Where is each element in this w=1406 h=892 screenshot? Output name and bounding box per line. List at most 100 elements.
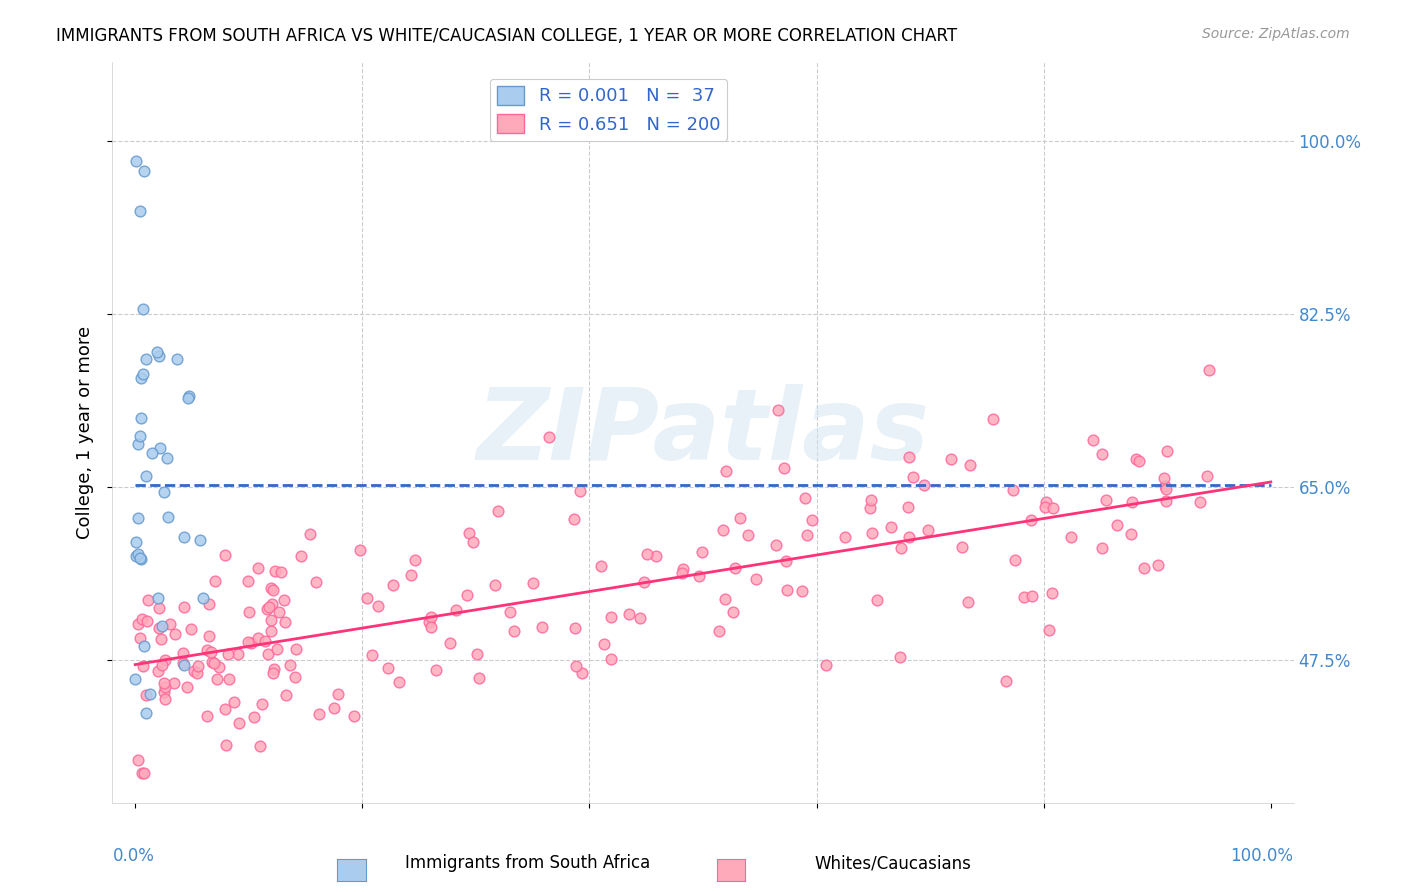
Point (262, 665, 284, 680)
Point (766, 402, 789, 417)
Point (1156, 444, 1178, 458)
Point (129, 631, 152, 645)
Point (305, 575, 328, 590)
Point (260, 581, 283, 595)
Point (890, 541, 912, 556)
Point (197, 597, 219, 611)
Point (163, 676, 186, 690)
Point (793, 491, 815, 505)
Point (127, 437, 149, 451)
Point (420, 610, 443, 624)
Point (981, 412, 1004, 426)
Point (205, 672, 228, 686)
Point (866, 593, 889, 607)
Point (672, 562, 695, 576)
Point (156, 450, 179, 465)
Point (195, 643, 218, 657)
Point (238, 605, 260, 619)
Text: 100.0%: 100.0% (1230, 847, 1294, 865)
Point (135, 469, 157, 483)
Point (269, 606, 291, 620)
Point (880, 519, 903, 533)
Point (776, 582, 799, 597)
Point (1019, 513, 1042, 527)
Point (1091, 541, 1114, 555)
Point (253, 634, 276, 648)
Point (468, 671, 491, 685)
Point (239, 636, 262, 650)
Point (125, 549, 148, 563)
Point (688, 569, 710, 583)
Point (260, 614, 283, 628)
Point (200, 645, 222, 659)
Point (995, 673, 1018, 688)
Point (127, 753, 149, 767)
Point (349, 542, 371, 557)
Point (1035, 495, 1057, 509)
Point (382, 578, 405, 592)
Point (166, 352, 188, 367)
Point (1154, 479, 1177, 493)
Point (138, 687, 160, 701)
Point (1125, 451, 1147, 466)
Point (260, 597, 283, 611)
Point (150, 632, 173, 646)
Text: Source: ZipAtlas.com: Source: ZipAtlas.com (1202, 27, 1350, 41)
Point (256, 602, 278, 616)
Point (172, 656, 194, 670)
Point (264, 564, 287, 578)
Point (173, 600, 195, 615)
Point (444, 603, 467, 617)
Text: 0.0%: 0.0% (112, 847, 155, 865)
Point (322, 701, 344, 715)
Point (814, 657, 837, 672)
Point (228, 715, 250, 730)
Point (486, 504, 509, 518)
Point (467, 648, 489, 662)
Point (146, 664, 169, 678)
Point (1121, 495, 1143, 509)
Point (266, 642, 288, 657)
Point (135, 351, 157, 366)
Point (1004, 552, 1026, 566)
Point (134, 640, 156, 654)
Point (146, 345, 169, 359)
Point (136, 614, 159, 628)
Point (897, 500, 920, 514)
Point (124, 673, 146, 687)
Point (207, 660, 229, 674)
Point (901, 469, 924, 483)
Point (263, 662, 285, 676)
Point (250, 698, 273, 712)
Point (153, 691, 176, 706)
Point (246, 631, 269, 645)
Point (439, 636, 461, 650)
Point (132, 659, 155, 673)
Point (236, 634, 259, 648)
Point (177, 392, 200, 406)
Point (859, 501, 882, 516)
Point (834, 530, 856, 544)
Text: Immigrants from South Africa: Immigrants from South Africa (405, 855, 650, 872)
Point (889, 649, 911, 664)
Point (1040, 586, 1063, 600)
Point (257, 600, 280, 615)
Point (499, 606, 522, 620)
Point (135, 706, 157, 721)
Point (136, 593, 159, 607)
Point (217, 648, 239, 662)
Point (404, 553, 426, 567)
Point (502, 624, 524, 639)
Point (1105, 517, 1128, 532)
Point (425, 663, 447, 677)
Point (186, 658, 208, 673)
Point (1038, 623, 1060, 637)
Point (157, 510, 180, 524)
Point (308, 706, 330, 721)
Point (176, 680, 198, 694)
Point (183, 664, 205, 678)
Point (273, 615, 295, 629)
Point (132, 766, 155, 780)
Point (197, 629, 219, 643)
Point (172, 646, 194, 660)
